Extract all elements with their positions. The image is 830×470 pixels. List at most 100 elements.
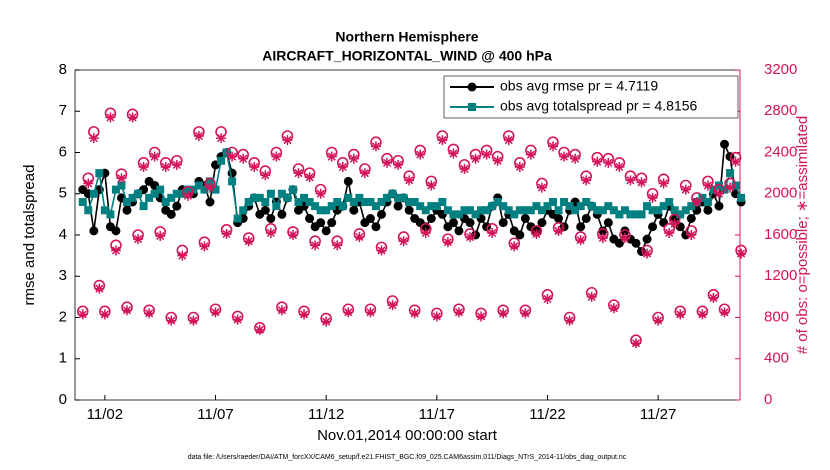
- point: [343, 176, 353, 186]
- point: [311, 202, 320, 211]
- point: [116, 173, 127, 184]
- point: [431, 311, 442, 322]
- point: [719, 307, 730, 318]
- y-tick-label: 8: [59, 61, 67, 78]
- point: [388, 189, 397, 198]
- point: [514, 161, 525, 172]
- point: [117, 181, 126, 190]
- point: [371, 222, 381, 232]
- y2-tick-label: 3200: [764, 61, 797, 78]
- point: [477, 206, 486, 215]
- y-tick-label: 2: [59, 308, 67, 325]
- point: [123, 198, 132, 206]
- point: [105, 112, 116, 123]
- point: [193, 131, 204, 141]
- point: [343, 307, 354, 318]
- point: [349, 198, 358, 206]
- point: [155, 231, 166, 242]
- point: [204, 182, 215, 193]
- point: [272, 202, 281, 211]
- point: [321, 316, 332, 327]
- point: [488, 202, 497, 211]
- point: [111, 185, 120, 194]
- point: [493, 198, 502, 206]
- point: [448, 148, 459, 159]
- point: [543, 202, 552, 211]
- x-tick-label: 11/07: [197, 406, 233, 423]
- point: [564, 315, 575, 326]
- point: [321, 226, 331, 236]
- point: [232, 314, 243, 325]
- point: [647, 192, 658, 203]
- point: [631, 238, 641, 248]
- point: [387, 300, 398, 311]
- point: [166, 315, 177, 326]
- point: [676, 210, 685, 219]
- point: [200, 185, 209, 194]
- point: [299, 309, 310, 320]
- point: [454, 210, 463, 219]
- point: [686, 230, 697, 240]
- point: [227, 168, 237, 178]
- point: [736, 248, 747, 259]
- point: [332, 240, 343, 251]
- point: [315, 188, 326, 199]
- legend-box: [443, 75, 739, 119]
- point: [426, 180, 437, 191]
- point: [89, 226, 99, 236]
- point: [470, 153, 481, 164]
- point: [265, 227, 276, 238]
- point: [593, 206, 602, 215]
- point: [409, 308, 420, 319]
- point: [654, 206, 663, 215]
- point: [127, 112, 138, 123]
- point: [399, 193, 408, 202]
- y-tick-label: 4: [59, 226, 67, 243]
- legend-label: obs avg totalspread pr = 4.8156: [500, 98, 698, 114]
- point: [377, 198, 386, 206]
- point: [482, 206, 491, 215]
- y2-axis-label: # of obs: o=possible; ∗=assimilated: [794, 116, 811, 355]
- point: [211, 185, 220, 194]
- point: [338, 202, 347, 211]
- point: [427, 202, 436, 211]
- point: [471, 210, 480, 219]
- point: [194, 181, 203, 190]
- point: [156, 185, 165, 194]
- point: [675, 309, 686, 320]
- point: [144, 308, 155, 319]
- point: [659, 218, 669, 228]
- point: [631, 210, 640, 219]
- point: [432, 202, 441, 211]
- point: [449, 210, 458, 219]
- point: [725, 182, 736, 193]
- point: [542, 293, 553, 304]
- point: [620, 226, 630, 236]
- point: [266, 214, 276, 223]
- point: [669, 218, 680, 229]
- point: [166, 209, 176, 219]
- point: [88, 133, 99, 144]
- point: [404, 205, 414, 215]
- point: [653, 315, 664, 326]
- point: [492, 155, 503, 166]
- point: [532, 202, 541, 211]
- y-axis-label: rmse and totalspread: [21, 165, 38, 306]
- point: [182, 190, 193, 201]
- point: [89, 189, 98, 198]
- point: [720, 139, 730, 149]
- point: [714, 201, 724, 211]
- point: [260, 170, 271, 181]
- point: [228, 177, 237, 186]
- point: [465, 218, 475, 228]
- point: [344, 193, 353, 202]
- point: [243, 236, 254, 247]
- point: [643, 202, 652, 211]
- point: [603, 218, 613, 228]
- point: [161, 198, 170, 206]
- point: [658, 178, 669, 189]
- point: [283, 193, 292, 202]
- y2-tick-label: 2400: [764, 143, 797, 160]
- point: [122, 205, 132, 215]
- point: [659, 202, 668, 211]
